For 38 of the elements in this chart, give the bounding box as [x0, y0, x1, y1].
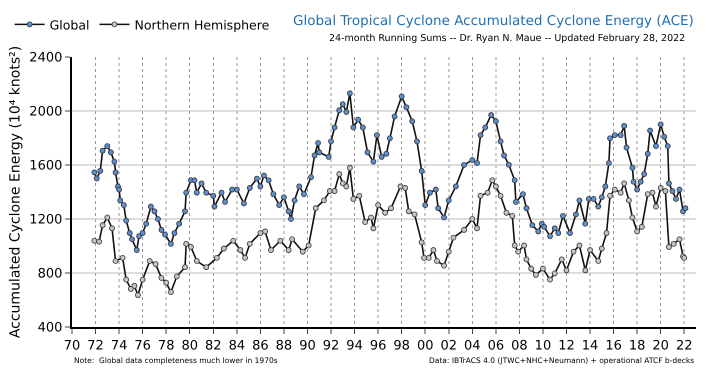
x-tick-label: 80: [181, 338, 198, 354]
x-tick-label: 18: [628, 338, 646, 354]
x-tick-label: 20: [652, 338, 669, 354]
x-tick-label: 98: [393, 338, 410, 354]
y-axis-title: Accumulated Cyclone Energy (10⁴ knots²): [7, 46, 24, 338]
x-tick-label: 84: [228, 338, 246, 354]
x-tick-label: 00: [416, 338, 434, 354]
x-tick-label: 02: [440, 338, 458, 354]
x-tick-label: 08: [511, 338, 528, 354]
x-tick-label: 78: [158, 338, 174, 354]
x-tick-label: 92: [322, 338, 340, 354]
x-tick-label: 88: [276, 338, 292, 354]
x-tick-label: 04: [464, 338, 481, 354]
x-tick-label: 06: [488, 338, 504, 354]
y-tick-label: 800: [38, 266, 62, 282]
x-tick-label: 10: [534, 338, 552, 354]
x-tick-label: 82: [205, 338, 222, 354]
y-tick-label: 1600: [29, 158, 62, 174]
chart-title: Global Tropical Cyclone Accumulated Cyclone Energy (ACE): [293, 13, 694, 29]
chart-subtitle: 24-month Running Sums -- Dr. Ryan N. Maue -- Updated February 28, 2022: [329, 33, 686, 44]
x-tick-label: 22: [676, 338, 693, 354]
y-tick-label: 1200: [29, 212, 62, 228]
x-tick-label: 90: [299, 338, 316, 354]
legend-label: Global: [50, 17, 90, 32]
x-tick-label: 76: [134, 338, 151, 354]
x-tick-label: 74: [110, 338, 128, 354]
y-tick-label: 400: [38, 320, 62, 336]
y-tick-label: 2400: [29, 50, 62, 66]
x-tick-label: 16: [605, 338, 622, 354]
x-tick-label: 14: [582, 338, 598, 354]
x-tick-label: 96: [370, 338, 386, 354]
y-tick-label: 2000: [29, 104, 62, 120]
x-tick-label: 12: [558, 338, 575, 354]
x-tick-label: 86: [252, 338, 269, 354]
x-tick-label: 94: [346, 338, 363, 354]
legend-label: Northern Hemisphere: [134, 17, 270, 32]
x-tick-label: 72: [87, 338, 104, 354]
x-tick-label: 70: [64, 338, 80, 354]
